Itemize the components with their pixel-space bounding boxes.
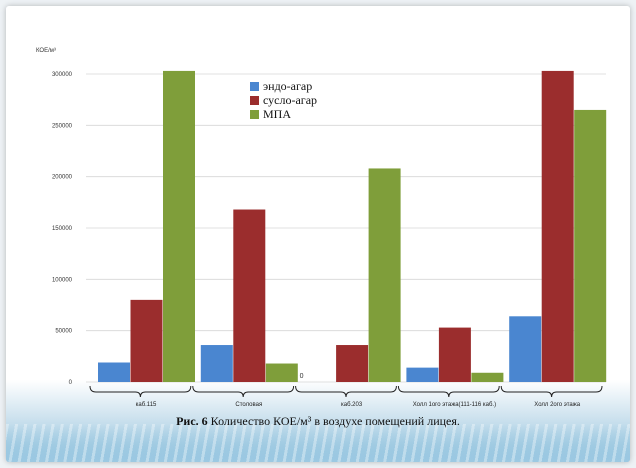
x-axis-labels: каб.115 Столовая каб.203 Холл 1ого этажа(11… xyxy=(136,402,581,408)
bar xyxy=(368,168,401,382)
bar xyxy=(265,363,298,382)
legend-label: МПА xyxy=(263,107,291,121)
bar xyxy=(406,367,439,382)
bar xyxy=(541,70,574,383)
bar xyxy=(163,70,195,383)
figure-caption: Рис. 6 Количество КОЕ/м³ в воздухе помещ… xyxy=(0,414,636,429)
slide-frame xyxy=(6,6,630,462)
bar xyxy=(130,299,163,382)
legend-swatch xyxy=(250,110,259,119)
zero-data-label: 0 xyxy=(300,373,304,380)
legend-label: эндо-агар xyxy=(263,79,312,93)
y-tick-label: 250000 xyxy=(52,123,73,129)
y-axis-label: КОЕ/м³ xyxy=(36,48,56,54)
x-tick-label: Холл 2ого этажа xyxy=(534,402,581,408)
legend-swatch xyxy=(250,96,259,105)
bar xyxy=(471,372,504,382)
category-brace xyxy=(500,385,603,398)
figure-caption-text: Количество КОЕ/м³ в воздухе помещений ли… xyxy=(207,414,460,428)
bar xyxy=(509,316,542,382)
bar xyxy=(574,109,607,382)
decorative-wave xyxy=(6,424,630,462)
y-tick-label: 300000 xyxy=(52,72,73,78)
bar xyxy=(233,209,266,382)
x-tick-label: каб.203 xyxy=(341,402,363,408)
legend-swatch xyxy=(250,82,259,91)
y-tick-label: 100000 xyxy=(52,277,73,283)
category-braces xyxy=(89,385,603,398)
y-tick-label: 0 xyxy=(69,380,73,386)
x-tick-label: каб.115 xyxy=(136,402,157,408)
bar xyxy=(98,362,130,382)
category-brace xyxy=(192,385,295,398)
figure-label: Рис. 6 xyxy=(176,414,208,428)
category-brace xyxy=(89,385,192,398)
category-brace xyxy=(397,385,500,398)
x-tick-label: Холл 1ого этажа(111-116 каб.) xyxy=(413,402,496,408)
y-tick-label: 150000 xyxy=(52,226,73,232)
zero-labels: 0 xyxy=(300,373,304,380)
y-tick-label: 200000 xyxy=(52,175,73,181)
y-tick-label: 50000 xyxy=(55,329,72,335)
bar xyxy=(200,345,233,382)
bar xyxy=(438,327,471,382)
legend-label: сусло-агар xyxy=(263,93,317,107)
y-axis: 0 50000 100000 150000 200000 250000 300000 xyxy=(52,72,73,386)
category-brace xyxy=(295,385,397,398)
bar xyxy=(336,345,369,382)
x-tick-label: Столовая xyxy=(235,402,262,408)
bars xyxy=(98,70,607,383)
